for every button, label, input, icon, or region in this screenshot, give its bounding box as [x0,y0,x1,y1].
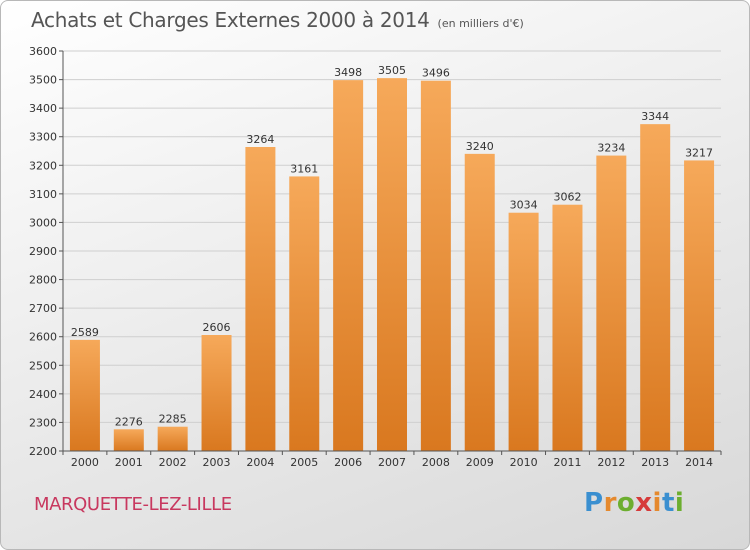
x-tick-label: 2007 [378,456,406,469]
y-tick-label: 2300 [29,416,57,429]
y-tick-label: 2800 [29,274,57,287]
bar-2011 [552,204,583,451]
y-tick-label: 2600 [29,331,57,344]
x-tick-label: 2006 [334,456,362,469]
y-tick-label: 2900 [29,245,57,258]
data-label-2007: 3505 [378,64,406,77]
x-tick-label: 2003 [203,456,231,469]
chart-subtitle: (en milliers d'€) [437,17,524,30]
bar-2008 [420,80,451,451]
data-label-2005: 3161 [290,162,318,175]
bar-2000 [69,339,100,451]
x-tick-label: 2012 [597,456,625,469]
bar-2003 [201,335,232,451]
y-tick-label: 3500 [29,74,57,87]
x-tick-label: 2014 [685,456,713,469]
data-label-2012: 3234 [597,142,625,155]
chart-title-text: Achats et Charges Externes 2000 à 2014 [31,8,430,32]
x-tick-label: 2009 [466,456,494,469]
bar-2013 [640,124,671,452]
y-tick-label: 3400 [29,102,57,115]
y-tick-label: 3300 [29,131,57,144]
proxiti-logo: Proxiti [584,488,684,518]
logo-letter: t [661,488,675,518]
bars [69,78,715,452]
x-tick-label: 2004 [246,456,274,469]
bar-2005 [289,176,320,451]
x-tick-label: 2013 [641,456,669,469]
bar-2014 [684,160,715,451]
data-label-2013: 3344 [641,110,669,123]
data-label-2014: 3217 [685,146,713,159]
logo-letter: r [603,488,617,518]
x-axis-ticks: 2000 2001 2002 2003 2004 2005 2006 2007 2008 2009… [62,451,722,469]
axes [62,51,721,452]
x-tick-label: 2002 [159,456,187,469]
data-labels: 2589 2276 2285 2606 3264 3161 3498 3505 3496 3240… [71,64,713,428]
data-label-2011: 3062 [553,191,581,204]
bar-2002 [157,426,188,451]
y-tick-label: 2500 [29,359,57,372]
y-tick-label: 2200 [29,445,57,458]
data-label-2010: 3034 [510,199,538,212]
x-tick-label: 2001 [115,456,143,469]
y-axis-ticks: 2200 2300 2400 2500 2600 2700 2800 2900 3000 3100… [29,45,63,458]
chart-title: Achats et Charges Externes 2000 à 2014 (e… [31,8,524,32]
data-label-2006: 3498 [334,66,362,79]
y-tick-label: 2400 [29,388,57,401]
x-tick-label: 2008 [422,456,450,469]
bar-2007 [377,78,407,452]
y-tick-label: 2700 [29,302,57,315]
data-label-2003: 2606 [203,321,231,334]
logo-letter: x [635,488,653,518]
logo-letter: P [584,488,604,518]
x-tick-label: 2005 [290,456,318,469]
x-tick-label: 2010 [510,456,538,469]
data-label-2002: 2285 [159,413,187,426]
bar-2010 [508,212,539,451]
bar-2009 [464,153,495,451]
data-label-2008: 3496 [422,67,450,80]
bar-2004 [245,147,276,451]
x-tick-label: 2000 [71,456,99,469]
data-label-2004: 3264 [246,133,274,146]
y-tick-label: 3000 [29,216,57,229]
y-tick-label: 3100 [29,188,57,201]
bar-2001 [113,429,144,451]
data-label-2000: 2589 [71,326,99,339]
y-tick-label: 3600 [29,45,57,58]
y-tick-label: 3200 [29,159,57,172]
bar-2006 [333,80,364,452]
data-label-2001: 2276 [115,415,143,428]
bar-2012 [596,155,627,452]
logo-letter: o [616,488,636,518]
logo-letter: i [652,488,662,518]
data-label-2009: 3240 [466,140,494,153]
x-tick-label: 2011 [553,456,581,469]
logo-letter: i [674,488,685,518]
commune-name: MARQUETTE-LEZ-LILLE [34,494,232,515]
